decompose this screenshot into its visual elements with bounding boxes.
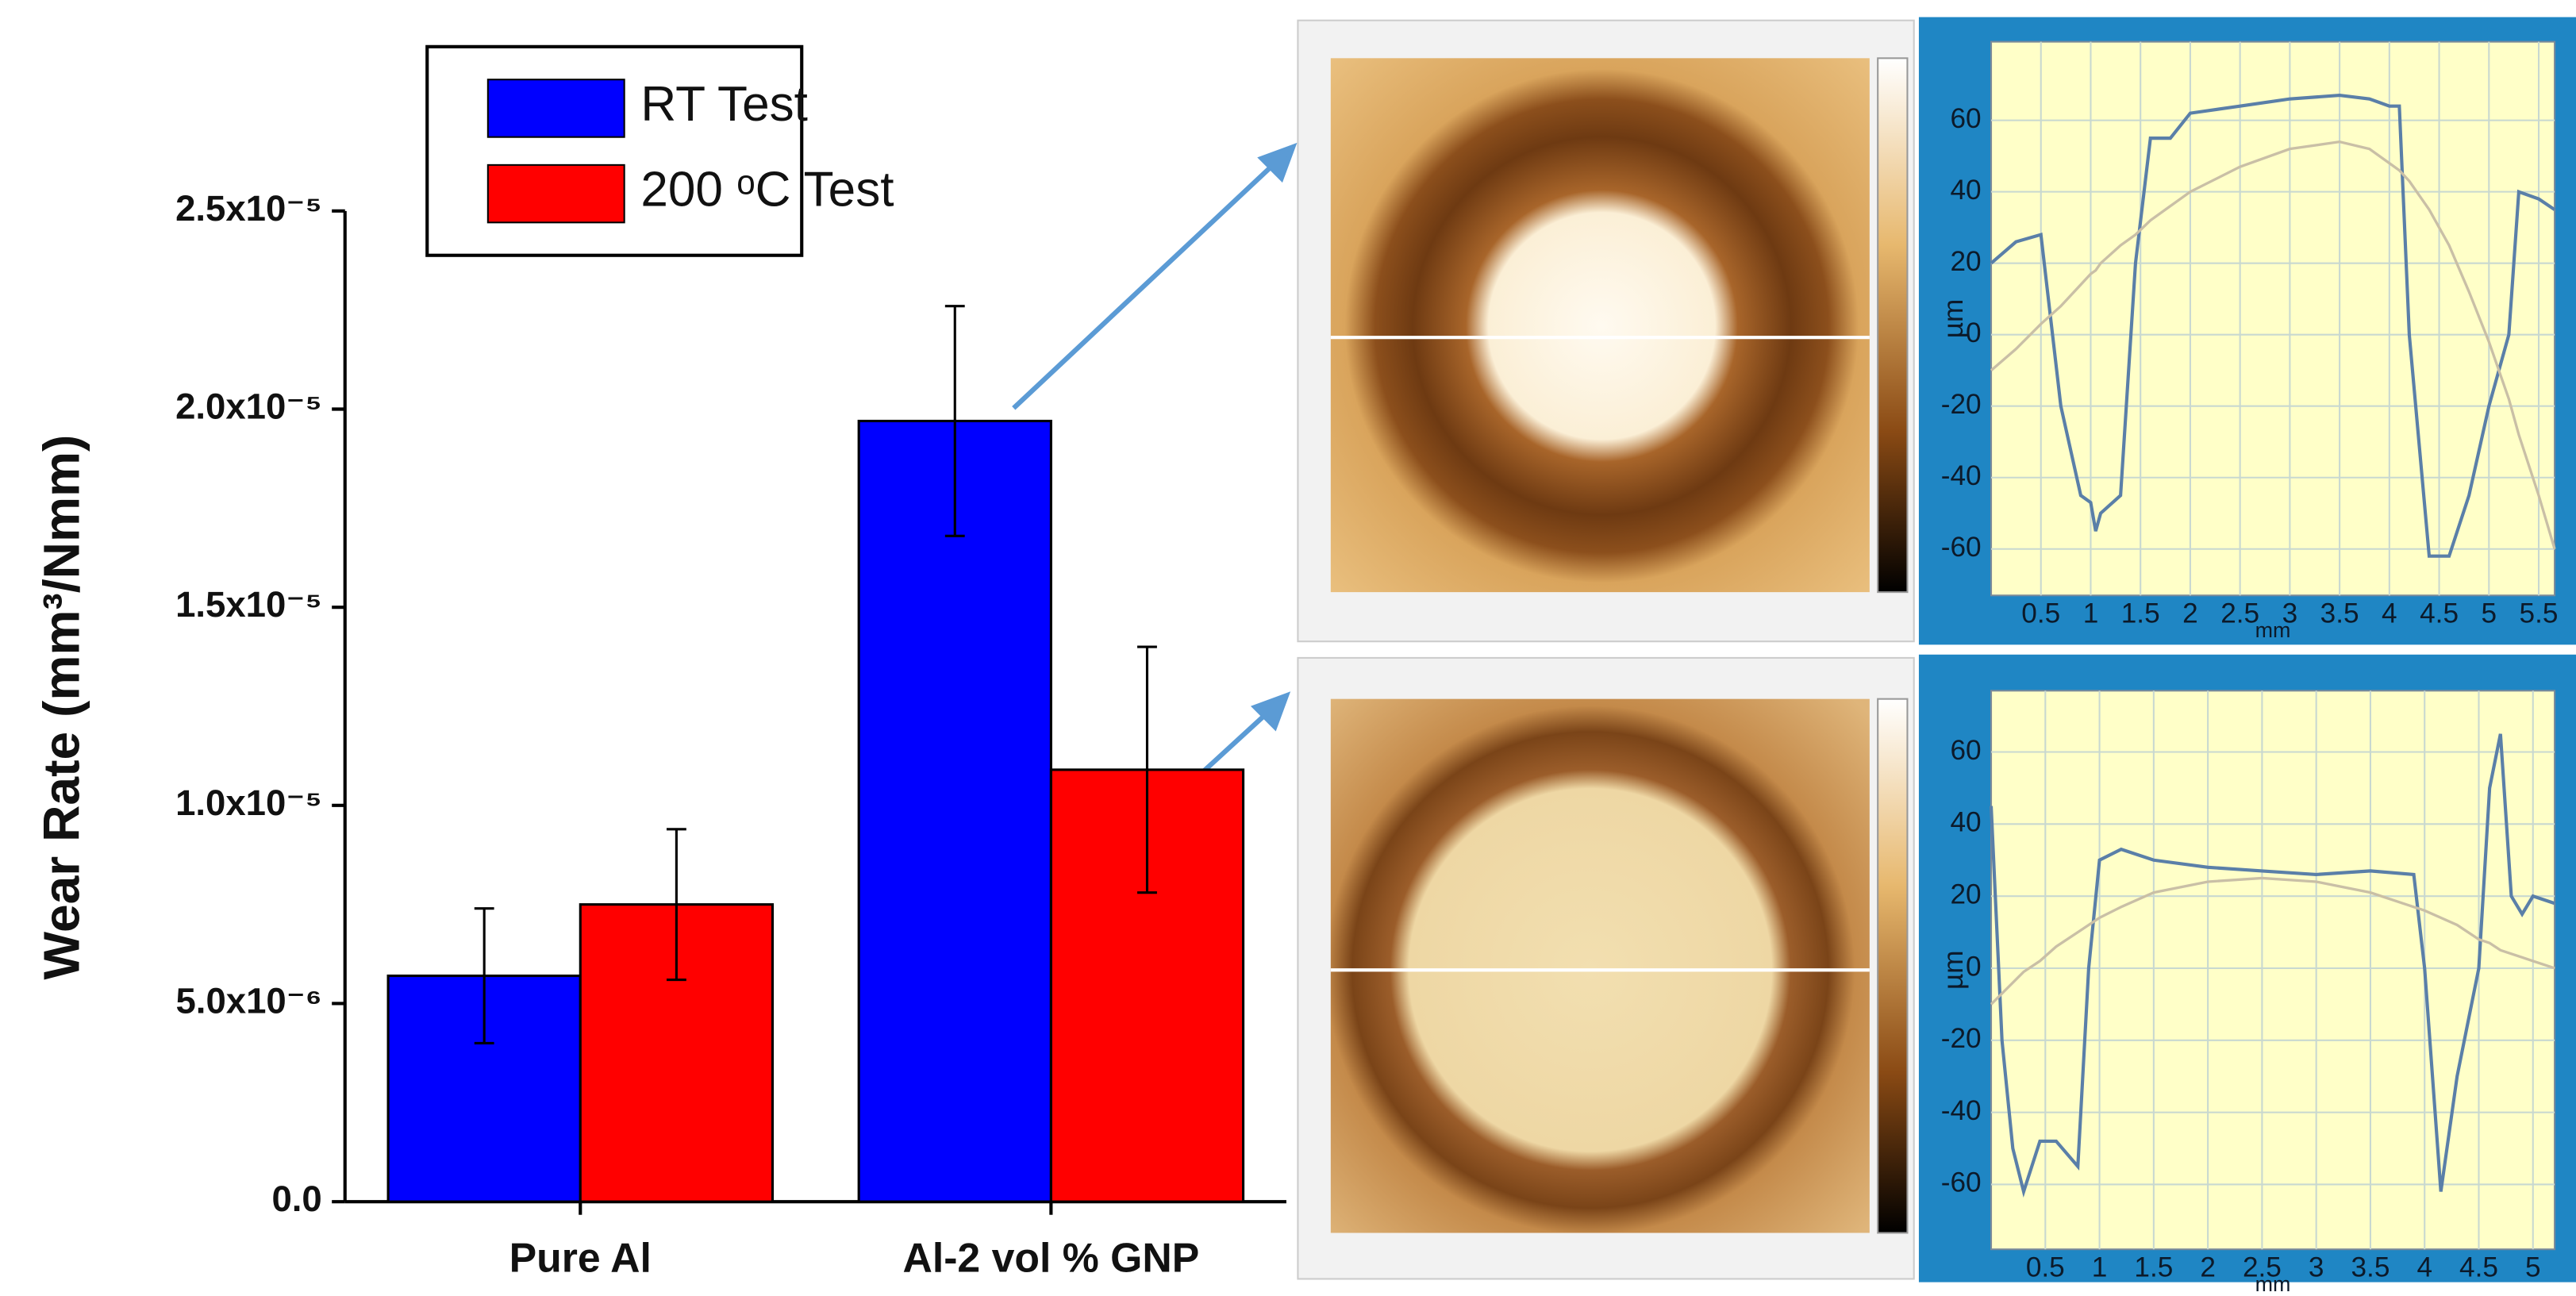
y-tick-label: 20 [1950,879,1981,910]
x-tick-label: 5.5 [2520,598,2559,629]
x-tick-label: 2 [2200,1252,2216,1283]
y-tick-label: 60 [1950,735,1981,766]
x-tick-label: 1.5 [2134,1252,2173,1283]
legend-swatch [486,79,625,138]
x-tick-label: 3.5 [2351,1252,2390,1283]
x-axis-label: mm [2255,1272,2291,1296]
y-tick-label: 5.0x10⁻⁶ [175,981,321,1021]
profile-line [1990,94,2556,558]
y-tick-label: 0 [1966,317,1982,348]
arrows [1012,142,1298,785]
x-tick-label: 4 [2416,1252,2432,1283]
y-tick-label: 1.5x10⁻⁵ [175,584,322,625]
x-tick-label: 1 [2083,598,2099,629]
x-tick-label: 0.5 [2026,1252,2065,1283]
y-tick-label: -60 [1941,532,1982,563]
profile-line [1989,733,2555,1198]
y-tick-label: -60 [1941,1167,1982,1198]
x-tick-label: 4.5 [2459,1252,2498,1283]
legend-label: RT Test [640,77,808,132]
x-tick-label: 2 [2182,598,2198,629]
y-tick-label: 0 [1966,951,1982,982]
x-tick-label: 3 [2282,598,2298,629]
x-tick-label: 2.5 [2243,1252,2282,1283]
y-tick-label: 0.0 [271,1179,321,1219]
height-map-bottom [1297,656,1915,1280]
y-tick-label: -20 [1941,389,1982,420]
plot-area [1990,690,2556,1251]
y-tick-label: -40 [1941,1095,1982,1126]
y-tick-label: 40 [1950,807,1981,838]
plot-area [1990,40,2556,597]
x-tick-label: 0.5 [2021,598,2060,629]
x-tick-label: 4 [2382,598,2397,629]
y-tick-label: 60 [1950,103,1981,134]
x-tick-label: 1 [2092,1252,2108,1283]
y-tick-label: 1.0x10⁻⁵ [175,783,322,823]
y-tick-label: 2.0x10⁻⁵ [175,386,322,427]
y-axis-label: µm [1938,299,1969,339]
x-tick-label: 5 [2525,1252,2541,1283]
x-tick-label: Pure Al [509,1234,652,1280]
y-axis-label: µm [1938,950,1969,990]
x-tick-label: 2.5 [2220,598,2259,629]
x-tick-label: 4.5 [2420,598,2459,629]
legend-label: 200 ᵒC Test [640,162,894,217]
y-tick-label: 2.5x10⁻⁵ [175,188,322,229]
profile-line [1990,140,2556,550]
legend-swatch [486,163,625,224]
x-tick-label: 3.5 [2320,598,2359,629]
x-tick-label: 3 [2309,1252,2324,1283]
y-tick-label: -40 [1941,460,1982,491]
profile-line [1990,876,2555,1006]
bar [857,419,1052,1203]
y-tick-label: -20 [1941,1023,1982,1054]
height-map-top [1297,19,1915,643]
x-tick-label: Al-2 vol % GNP [902,1234,1199,1280]
y-tick-label: 40 [1950,175,1981,206]
y-tick-label: 20 [1950,246,1981,277]
x-tick-label: 5 [2482,598,2497,629]
x-axis-label: mm [2255,618,2291,642]
x-tick-label: 1.5 [2121,598,2160,629]
y-axis-label: Wear Rate (mm³/Nmm) [33,435,90,980]
